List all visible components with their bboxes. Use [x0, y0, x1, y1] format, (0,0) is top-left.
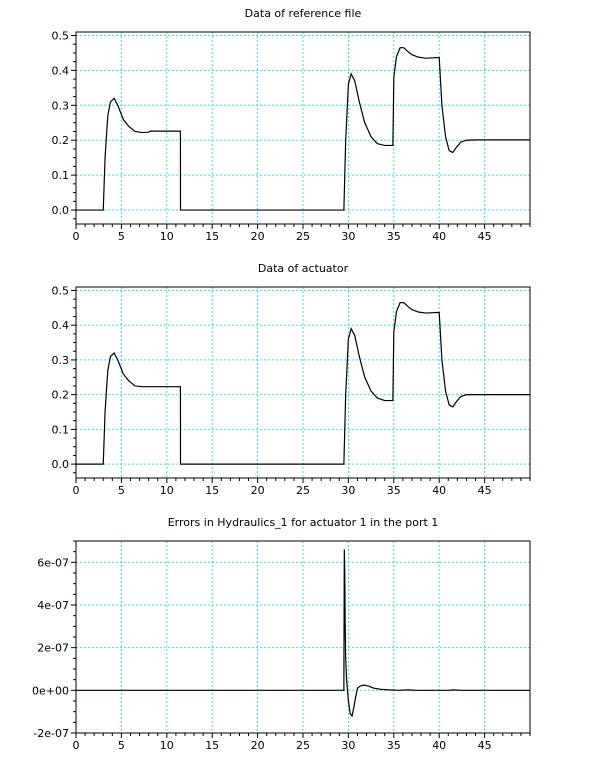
x-tick-label: 40	[432, 739, 446, 752]
y-tick-label: 4e-07	[37, 599, 69, 612]
x-tick-label: 20	[251, 739, 265, 752]
x-tick-label: 45	[478, 230, 492, 243]
x-tick-label: 0	[73, 230, 80, 243]
y-tick-label: 0.2	[52, 134, 70, 147]
x-tick-label: 40	[432, 484, 446, 497]
y-tick-label: 0.4	[52, 319, 70, 332]
y-tick-label: 0.2	[52, 389, 70, 402]
chart-panel-reference-file: Data of reference file 0 5 10 15 20 25 30 35 40 4…	[52, 7, 531, 243]
y-tick-label: 0.0	[52, 458, 70, 471]
x-tick-label: 40	[432, 230, 446, 243]
chart-title: Data of reference file	[245, 7, 362, 20]
x-tick-label: 45	[478, 739, 492, 752]
x-tick-label: 25	[296, 739, 310, 752]
y-tick-label: 0.4	[52, 64, 70, 77]
x-tick-label: 5	[118, 230, 125, 243]
x-tick-label: 10	[160, 484, 174, 497]
x-tick-label: 30	[341, 230, 355, 243]
y-tick-label: 2e-07	[37, 642, 69, 655]
chart-title: Data of actuator	[258, 262, 349, 275]
y-tick-label: 0.1	[52, 423, 70, 436]
x-tick-label: 5	[118, 484, 125, 497]
series-line	[76, 549, 530, 718]
series-line	[76, 302, 530, 465]
x-tick-label: 25	[296, 230, 310, 243]
y-tick-label: 0.5	[52, 284, 70, 297]
chart-panel-errors: Errors in Hydraulics_1 for actuator 1 in…	[32, 516, 531, 752]
y-tick-label: 0.0	[52, 204, 70, 217]
x-tick-label: 30	[341, 484, 355, 497]
x-tick-label: 15	[205, 484, 219, 497]
x-tick-label: 35	[387, 484, 401, 497]
y-tick-label: 0e+00	[32, 684, 69, 697]
x-tick-label: 45	[478, 484, 492, 497]
y-tick-label: 0.3	[52, 354, 70, 367]
x-tick-label: 15	[205, 230, 219, 243]
y-tick-label: 6e-07	[37, 556, 69, 569]
y-tick-label: 0.1	[52, 169, 70, 182]
x-tick-label: 10	[160, 739, 174, 752]
x-tick-label: 30	[341, 739, 355, 752]
x-tick-label: 20	[251, 230, 265, 243]
chart-title: Errors in Hydraulics_1 for actuator 1 in…	[168, 516, 439, 529]
series-line	[76, 47, 530, 211]
x-tick-label: 10	[160, 230, 174, 243]
chart-panel-actuator: Data of actuator 0 5 10 15 20 25 30 35 40 45 0.0 0.…	[52, 262, 531, 497]
x-tick-label: 20	[251, 484, 265, 497]
y-tick-label: -2e-07	[33, 727, 69, 740]
x-tick-label: 35	[387, 739, 401, 752]
x-tick-label: 5	[118, 739, 125, 752]
x-tick-label: 0	[73, 484, 80, 497]
x-tick-label: 0	[73, 739, 80, 752]
x-tick-label: 35	[387, 230, 401, 243]
y-tick-label: 0.3	[52, 99, 70, 112]
y-tick-label: 0.5	[52, 29, 70, 42]
x-tick-label: 25	[296, 484, 310, 497]
x-tick-label: 15	[205, 739, 219, 752]
